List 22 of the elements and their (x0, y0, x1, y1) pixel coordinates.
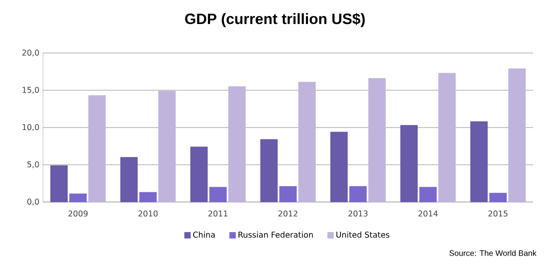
bar (139, 192, 157, 202)
bar (279, 186, 297, 202)
bar (400, 125, 418, 202)
bar (298, 82, 316, 202)
chart-title: GDP (current trillion US$) (185, 12, 365, 28)
bar (69, 194, 87, 202)
bar (438, 72, 456, 202)
bar (260, 139, 278, 202)
bar (120, 157, 138, 202)
bar (368, 78, 386, 202)
bar (508, 68, 526, 202)
bar (330, 132, 348, 202)
bar (419, 186, 437, 202)
bar (228, 86, 246, 202)
bar (470, 121, 488, 202)
bar (349, 186, 367, 202)
bar (88, 95, 106, 202)
bar (158, 90, 176, 202)
bar (50, 165, 68, 202)
bar (489, 192, 507, 202)
bar (190, 146, 208, 202)
bar (209, 186, 227, 202)
